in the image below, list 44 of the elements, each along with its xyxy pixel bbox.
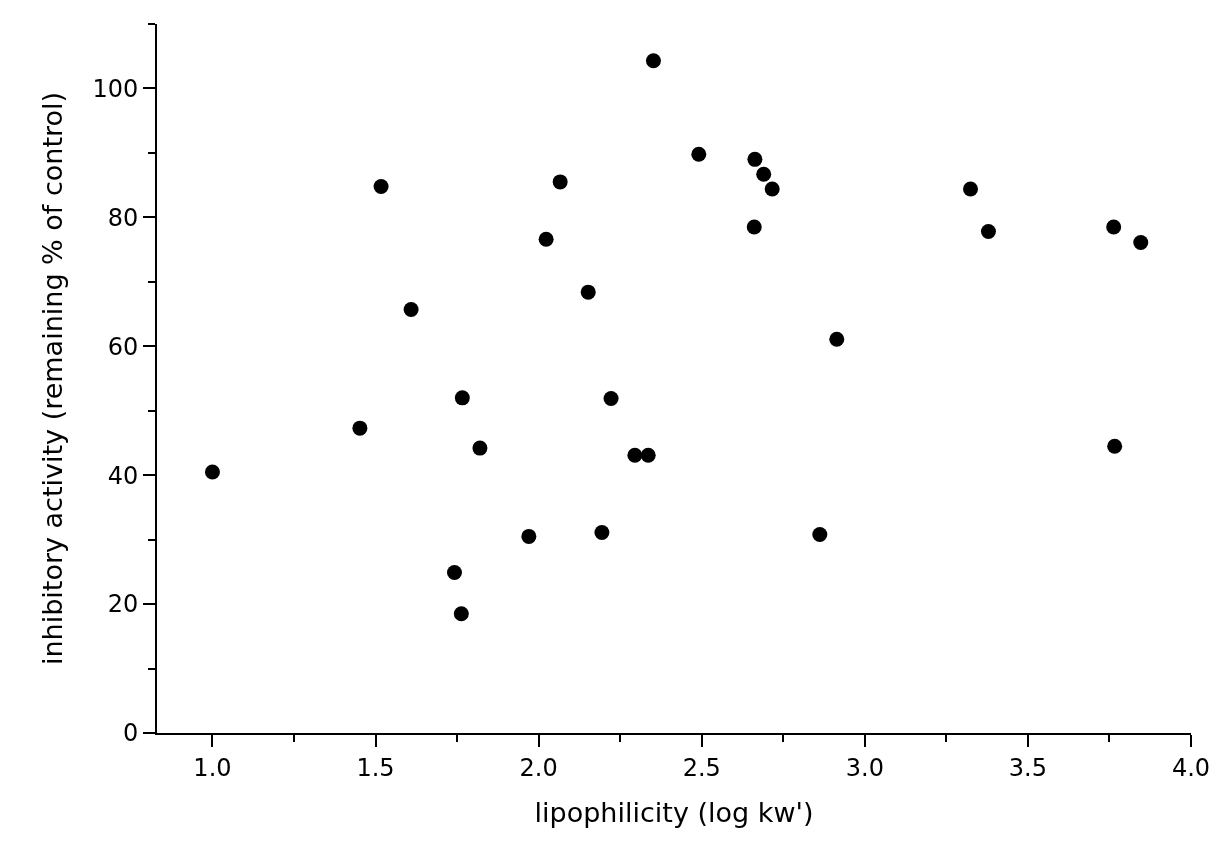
point xyxy=(552,174,568,190)
point xyxy=(640,447,656,463)
y-tick-label: 40 xyxy=(107,461,139,490)
point xyxy=(645,53,661,69)
x-tick-label: 3.0 xyxy=(845,753,884,782)
y-tick-label: 0 xyxy=(122,719,139,748)
x-tick-label: 4.0 xyxy=(1171,753,1211,782)
y-tick-label: 80 xyxy=(107,203,139,232)
point xyxy=(472,440,488,456)
point xyxy=(446,565,462,580)
point xyxy=(453,606,469,622)
point xyxy=(829,331,845,347)
x-tick-label: 1.0 xyxy=(193,753,232,782)
y-tick-label: 20 xyxy=(107,590,139,619)
x-tick-label: 2.0 xyxy=(519,753,558,782)
point xyxy=(403,302,419,318)
x-axis-title: lipophilicity (log kw') xyxy=(534,796,814,828)
y-tick-label: 100 xyxy=(92,74,139,103)
point xyxy=(747,151,763,167)
point xyxy=(594,525,610,541)
point xyxy=(454,390,470,406)
y-axis-title: inhibitory activity (remaining % of control) xyxy=(36,91,68,666)
point xyxy=(746,219,762,235)
y-tick-label: 60 xyxy=(107,332,139,361)
point xyxy=(963,181,978,197)
point xyxy=(521,528,537,544)
point xyxy=(373,178,389,194)
point xyxy=(980,224,996,240)
point xyxy=(1106,219,1122,235)
x-tick-label: 2.5 xyxy=(682,753,721,782)
point xyxy=(538,231,554,247)
x-tick-label: 1.5 xyxy=(356,753,395,782)
point xyxy=(812,526,828,542)
point xyxy=(603,390,619,406)
point xyxy=(764,181,780,197)
point xyxy=(580,284,596,300)
point xyxy=(627,447,643,463)
x-tick-label: 3.5 xyxy=(1008,753,1047,782)
point xyxy=(352,420,368,436)
point xyxy=(691,146,707,162)
point xyxy=(1133,235,1149,250)
point xyxy=(756,166,772,182)
point xyxy=(1107,438,1123,454)
point xyxy=(204,464,220,480)
